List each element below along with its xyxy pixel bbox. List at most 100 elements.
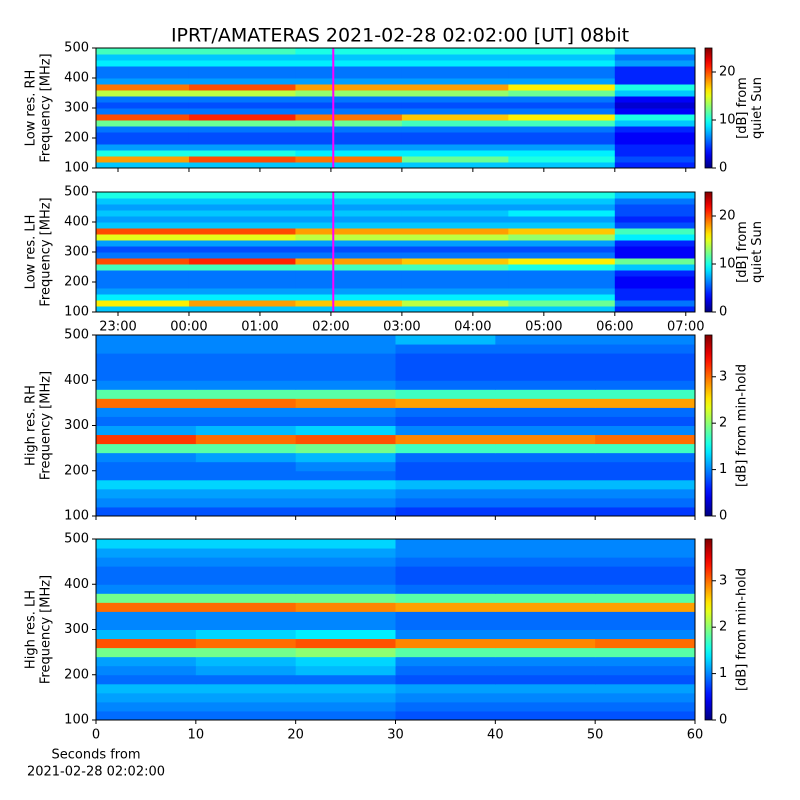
heatmap-cell xyxy=(96,228,190,235)
heatmap-cell xyxy=(395,665,496,676)
heatmap-cell xyxy=(495,398,596,408)
heatmap-cell xyxy=(595,665,696,676)
heatmap-cell xyxy=(188,306,296,313)
heatmap-cell xyxy=(195,425,297,436)
heatmap-cell xyxy=(96,294,190,301)
heatmap-cell xyxy=(401,252,509,259)
heatmap-cell xyxy=(96,282,190,289)
heatmap-cell xyxy=(188,162,296,169)
heatmap-cell xyxy=(614,48,696,55)
heatmap-cell xyxy=(295,234,403,241)
heatmap-cell xyxy=(395,701,496,712)
colorbar-tick-label: 0 xyxy=(719,713,727,728)
heatmap-cell xyxy=(495,539,596,549)
heatmap-cell xyxy=(508,234,616,241)
heatmap-cell xyxy=(395,497,496,508)
heatmap-cell xyxy=(96,288,190,295)
heatmap-cell xyxy=(508,114,616,121)
heatmap-cell xyxy=(495,335,596,345)
heatmap-cell xyxy=(96,389,197,399)
heatmap-cell xyxy=(188,126,296,133)
heatmap-cell xyxy=(188,216,296,223)
heatmap-cell xyxy=(508,126,616,133)
heatmap-cell xyxy=(508,66,616,73)
heatmap-cell xyxy=(595,710,696,721)
heatmap-cell xyxy=(401,246,509,253)
y-tick-label: 500 xyxy=(64,328,89,343)
heatmap-cell xyxy=(96,425,197,436)
heatmap-cell xyxy=(188,150,296,157)
heatmap-cell xyxy=(614,90,696,97)
heatmap-cell xyxy=(96,674,197,685)
heatmap-cell xyxy=(614,228,696,235)
heatmap-cell xyxy=(295,270,403,277)
heatmap-cell xyxy=(395,416,496,426)
heatmap-cell xyxy=(401,294,509,301)
heatmap-cell xyxy=(508,288,616,295)
heatmap-cell xyxy=(96,416,197,426)
heatmap-cell xyxy=(96,461,197,472)
heatmap-cell xyxy=(96,258,190,265)
heatmap-cell xyxy=(395,362,496,372)
heatmap-cell xyxy=(401,66,509,73)
heatmap-cell xyxy=(188,240,296,247)
heatmap-cell xyxy=(395,656,496,667)
y-tick-label: 100 xyxy=(64,713,89,728)
colorbar-label: [dB] from min-hold xyxy=(735,568,750,691)
heatmap-cell xyxy=(395,584,496,594)
heatmap-cell xyxy=(595,479,696,490)
heatmap-cell xyxy=(295,144,403,151)
heatmap-cell xyxy=(495,353,596,363)
heatmap-cell xyxy=(195,488,297,499)
heatmap-cell xyxy=(395,575,496,585)
heatmap-cell xyxy=(96,380,197,390)
heatmap-cell xyxy=(401,288,509,295)
heatmap-cell xyxy=(595,629,696,640)
heatmap-cell xyxy=(401,114,509,121)
heatmap-cell xyxy=(401,240,509,247)
heatmap-cell xyxy=(395,452,496,463)
heatmap-cell xyxy=(614,204,696,211)
heatmap-cell xyxy=(295,84,403,91)
y-axis-label: Frequency [MHz] xyxy=(39,371,54,480)
heatmap-cell xyxy=(508,120,616,127)
heatmap-cell xyxy=(495,584,596,594)
heatmap-cell xyxy=(401,234,509,241)
heatmap-cell xyxy=(96,470,197,481)
heatmap-cell xyxy=(295,683,396,694)
heatmap-cell xyxy=(295,638,396,649)
heatmap-cell xyxy=(395,710,496,721)
heatmap-cell xyxy=(195,710,297,721)
heatmap-cell xyxy=(395,425,496,436)
heatmap-cell xyxy=(295,150,403,157)
y-axis-label: Frequency [MHz] xyxy=(39,197,54,306)
heatmap-cell xyxy=(195,656,297,667)
heatmap-cell xyxy=(401,282,509,289)
heatmap-cell xyxy=(195,611,297,621)
heatmap-cell xyxy=(595,335,696,345)
colorbar-label: [dB] from xyxy=(735,77,750,139)
heatmap-cell xyxy=(295,656,396,667)
heatmap-cell xyxy=(495,548,596,558)
heatmap-cell xyxy=(188,114,296,121)
heatmap-cell xyxy=(595,611,696,621)
heatmap-cell xyxy=(508,210,616,217)
heatmap-cell xyxy=(495,506,596,517)
heatmap-cell xyxy=(96,452,197,463)
heatmap-cell xyxy=(295,497,396,508)
colorbar-tick-label: 1 xyxy=(719,666,727,681)
heatmap-cell xyxy=(295,335,396,345)
heatmap-cell xyxy=(96,683,197,694)
heatmap-cell xyxy=(595,497,696,508)
heatmap-cell xyxy=(614,300,696,307)
heatmap-cell xyxy=(295,66,403,73)
heatmap-cell xyxy=(495,647,596,658)
heatmap-cell xyxy=(508,138,616,145)
heatmap-cell xyxy=(188,198,296,205)
x-tick-label: 00:00 xyxy=(170,320,207,335)
heatmap-cell xyxy=(188,276,296,283)
heatmap-cell xyxy=(508,54,616,61)
heatmap-cell xyxy=(96,443,197,454)
heatmap-cell xyxy=(401,192,509,199)
heatmap-cell xyxy=(195,461,297,472)
